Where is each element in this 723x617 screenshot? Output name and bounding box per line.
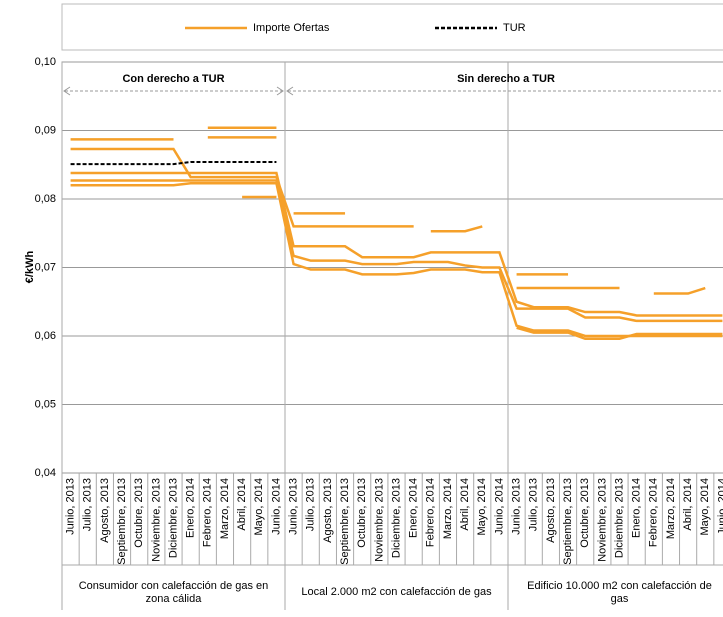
legend-label: Importe Ofertas [253, 22, 330, 34]
group-label: zona cálida [146, 593, 203, 605]
x-tick-label: Mayo, 2014 [699, 478, 711, 535]
y-tick-label: 0,10 [35, 56, 56, 68]
x-tick-label: Noviembre, 2013 [150, 478, 162, 562]
x-tick-label: Marzo, 2014 [442, 478, 454, 539]
x-tick-label: Mayo, 2014 [253, 478, 265, 535]
series-line [70, 147, 620, 290]
x-tick-label: Agosto, 2013 [99, 478, 111, 543]
x-tick-label: Julio, 2013 [528, 478, 540, 531]
x-tick-label: Julio, 2013 [82, 478, 94, 531]
series-line [70, 161, 277, 166]
x-tick-label: Junio, 2013 [64, 478, 76, 535]
group-label: Local 2.000 m2 con calefacción de gas [301, 586, 492, 598]
x-tick-label: Febrero, 2014 [202, 478, 214, 547]
x-tick-label: Febrero, 2014 [425, 478, 437, 547]
arrow-head [286, 86, 294, 96]
x-tick-label: Abril, 2014 [459, 478, 471, 531]
y-tick-label: 0,09 [35, 124, 56, 136]
group-label: Consumidor con calefacción de gas en [79, 580, 269, 592]
series-line [70, 179, 723, 323]
x-tick-label: Agosto, 2013 [322, 478, 334, 543]
series-line [70, 138, 569, 276]
x-tick-label: Marzo, 2014 [665, 478, 677, 539]
x-tick-label: Junio, 2014 [493, 478, 505, 535]
x-tick-label: Julio, 2013 [305, 478, 317, 531]
y-axis-label: €/kWh [24, 251, 36, 284]
x-tick-label: Febrero, 2014 [648, 478, 660, 547]
x-tick-label: Junio, 2013 [510, 478, 522, 535]
x-tick-label: Junio, 2014 [270, 478, 282, 535]
series-line [70, 171, 723, 317]
x-tick-label: Octubre, 2013 [579, 478, 591, 548]
x-tick-label: Abril, 2014 [236, 478, 248, 531]
x-tick-label: Diciembre, 2013 [167, 478, 179, 558]
x-tick-label: Diciembre, 2013 [390, 478, 402, 558]
y-tick-label: 0,07 [35, 261, 56, 273]
group-label: gas [611, 593, 629, 605]
group-label: Edificio 10.000 m2 con calefacción de [527, 580, 712, 592]
annotation: Con derecho a TUR [122, 73, 224, 85]
x-tick-label: Abril, 2014 [682, 478, 694, 531]
x-tick-label: Noviembre, 2013 [373, 478, 385, 562]
x-tick-label: Marzo, 2014 [219, 478, 231, 539]
x-tick-label: Junio, 2013 [287, 478, 299, 535]
x-tick-label: Octubre, 2013 [133, 478, 145, 548]
series-line [70, 181, 723, 338]
y-tick-label: 0,06 [35, 330, 56, 342]
arrow-head [63, 86, 71, 96]
x-tick-label: Septiembre, 2013 [339, 478, 351, 565]
annotation: Sin derecho a TUR [457, 73, 555, 85]
y-tick-label: 0,08 [35, 193, 56, 205]
y-tick-label: 0,05 [35, 398, 56, 410]
x-tick-label: Diciembre, 2013 [613, 478, 625, 558]
series-line [207, 126, 706, 295]
x-tick-label: Junio, 2014 [716, 478, 723, 535]
x-tick-label: Enero, 2014 [185, 478, 197, 538]
x-tick-label: Enero, 2014 [408, 478, 420, 538]
x-tick-label: Enero, 2014 [631, 478, 643, 538]
series-line [207, 136, 723, 340]
x-tick-label: Octubre, 2013 [356, 478, 368, 548]
legend-box [61, 3, 723, 51]
legend-label: TUR [503, 22, 526, 34]
x-tick-label: Septiembre, 2013 [116, 478, 128, 565]
x-tick-label: Septiembre, 2013 [562, 478, 574, 565]
y-tick-label: 0,04 [35, 467, 56, 479]
x-tick-label: Mayo, 2014 [476, 478, 488, 535]
x-tick-label: Agosto, 2013 [545, 478, 557, 543]
arrow-head [276, 86, 284, 96]
x-tick-label: Noviembre, 2013 [596, 478, 608, 562]
